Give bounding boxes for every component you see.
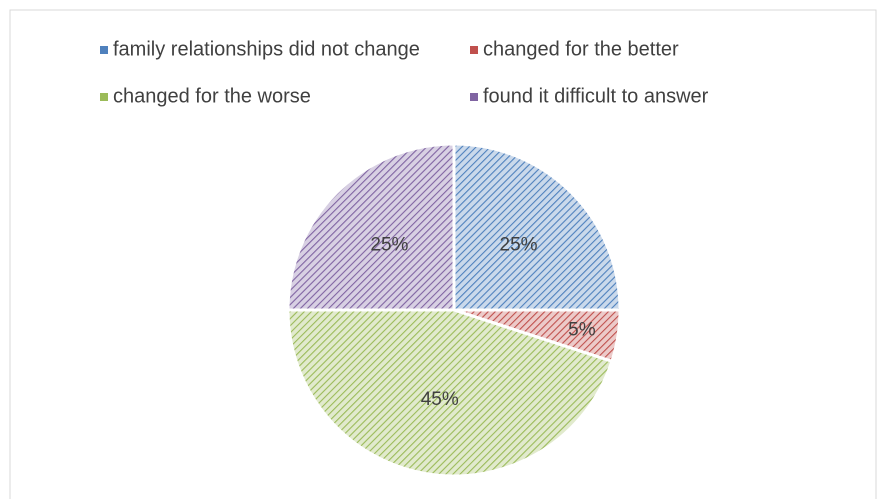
legend-swatch bbox=[100, 46, 108, 54]
legend-label: family relationships did not change bbox=[113, 38, 420, 60]
data-label: 5% bbox=[568, 319, 596, 340]
chart-border bbox=[9, 9, 877, 499]
legend-swatch bbox=[470, 93, 478, 101]
data-label: 25% bbox=[500, 234, 538, 255]
legend-label: found it difficult to answer bbox=[483, 85, 709, 107]
data-label: 25% bbox=[370, 234, 408, 255]
data-label: 45% bbox=[421, 389, 459, 410]
pie-slice bbox=[286, 142, 456, 312]
legend-label: changed for the better bbox=[483, 38, 679, 60]
pie-slice bbox=[452, 142, 622, 312]
legend-swatch bbox=[100, 93, 108, 101]
legend-label: changed for the worse bbox=[113, 85, 311, 107]
pie-slice bbox=[286, 308, 614, 478]
legend-swatch bbox=[470, 46, 478, 54]
